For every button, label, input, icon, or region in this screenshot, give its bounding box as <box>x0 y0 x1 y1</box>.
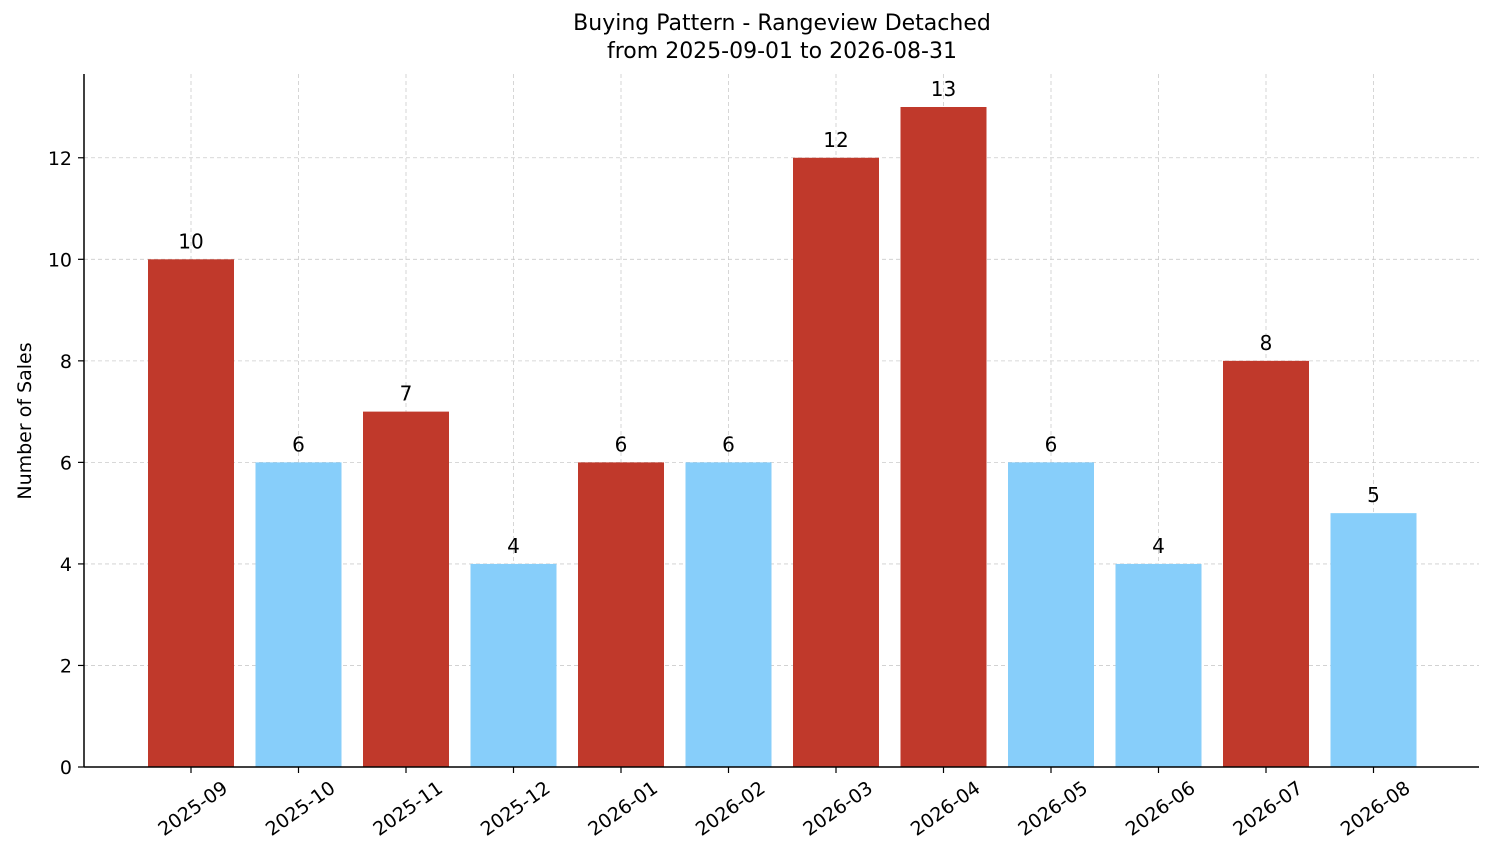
bar-2026-05 <box>1008 462 1094 767</box>
bar-value-label: 6 <box>615 432 628 456</box>
bar-2026-04 <box>900 107 987 767</box>
bar-value-label: 6 <box>1045 432 1058 456</box>
y-tick-label: 4 <box>60 554 72 576</box>
bar-value-label: 12 <box>823 128 848 152</box>
bar-2026-06 <box>1115 563 1202 767</box>
y-axis-label: Number of Sales <box>14 342 36 499</box>
y-tick-label: 0 <box>60 757 72 779</box>
x-tick-label: 2026-05 <box>1014 777 1092 841</box>
axes <box>78 74 1479 773</box>
x-tick-label: 2025-10 <box>262 777 340 841</box>
bar-value-label: 5 <box>1367 483 1380 507</box>
bar-value-label: 10 <box>178 229 203 253</box>
bar-value-label: 4 <box>1152 534 1165 558</box>
bar-2025-09 <box>148 259 234 767</box>
y-tick-label: 6 <box>60 452 72 474</box>
bar-value-label: 8 <box>1260 331 1273 355</box>
y-tick-label: 8 <box>60 351 72 373</box>
bar-2025-10 <box>255 462 342 767</box>
bar-value-label: 4 <box>507 534 520 558</box>
bar-2025-11 <box>363 411 449 767</box>
bar-2026-02 <box>685 462 772 767</box>
x-tick-label: 2026-03 <box>799 777 877 841</box>
x-tick-label: 2025-09 <box>154 777 232 841</box>
y-tick-label: 10 <box>48 249 72 271</box>
bars <box>148 107 1417 767</box>
bar-value-labels: 10 6 7 4 6 6 12 13 6 4 8 5 <box>178 77 1380 558</box>
x-tick-label: 2025-11 <box>369 777 447 841</box>
chart-title: Buying Pattern - Rangeview Detached from… <box>0 10 1494 66</box>
bar-2026-07 <box>1223 360 1309 767</box>
bar-2026-03 <box>793 157 879 767</box>
x-tick-label: 2025-12 <box>477 777 555 841</box>
chart-title-line-1: Buying Pattern - Rangeview Detached <box>573 11 991 36</box>
y-tick-label: 2 <box>60 655 72 677</box>
bar-2026-01 <box>578 462 664 767</box>
x-tick-label: 2026-04 <box>907 777 985 841</box>
bar-2025-12 <box>470 563 557 767</box>
x-tick-label: 2026-01 <box>584 777 662 841</box>
x-tick-label: 2026-07 <box>1229 777 1307 841</box>
bar-value-label: 6 <box>292 432 305 456</box>
bar-value-label: 7 <box>400 382 413 406</box>
chart-title-line-2: from 2025-09-01 to 2026-08-31 <box>607 39 957 64</box>
x-tick-label: 2026-08 <box>1337 777 1415 841</box>
x-tick-label: 2026-02 <box>692 777 770 841</box>
x-tick-label: 2026-06 <box>1122 777 1200 841</box>
bar-2026-08 <box>1330 513 1417 767</box>
y-tick-label: 12 <box>48 148 72 170</box>
bar-value-label: 6 <box>722 432 735 456</box>
bar-value-label: 13 <box>931 77 956 101</box>
